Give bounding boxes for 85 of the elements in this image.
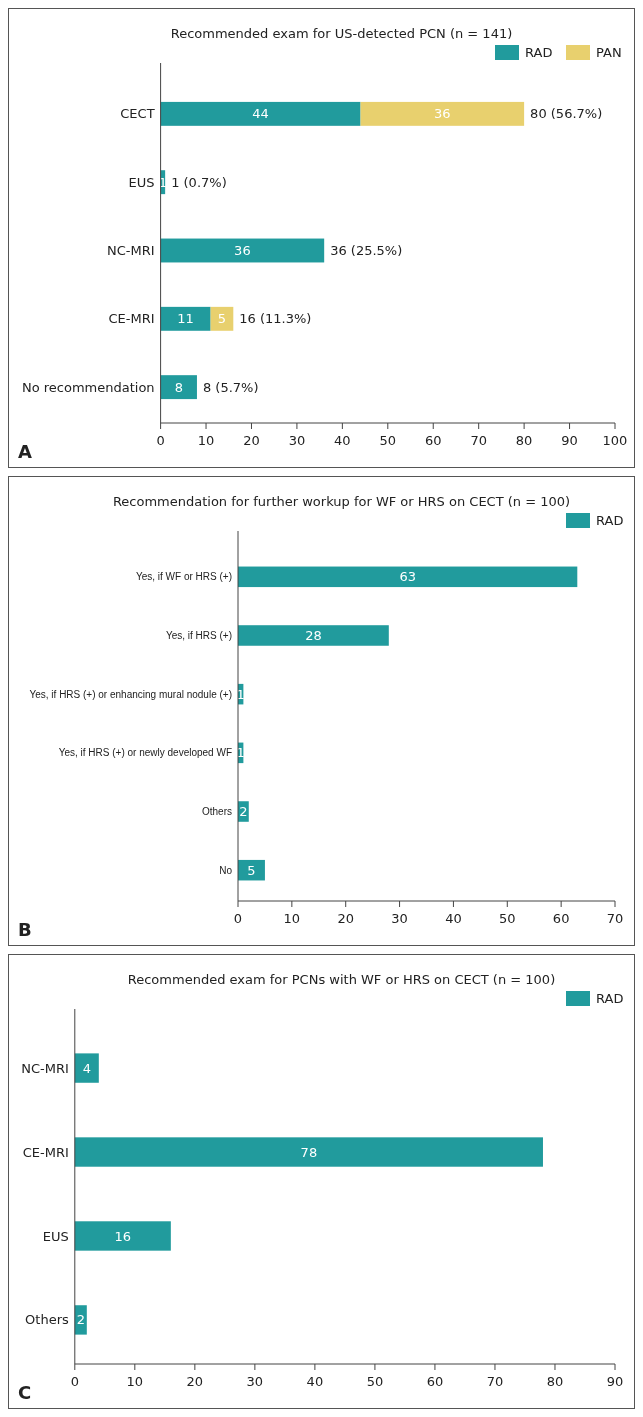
bar xyxy=(238,566,578,588)
x-tick-label: 20 xyxy=(243,433,260,448)
x-tick-label: 20 xyxy=(337,911,354,926)
chart-title: Recommendation for further workup for WF or HRS on CECT (n = 100) xyxy=(112,494,571,509)
y-tick-label: Yes, if HRS (+) or newly developed WF xyxy=(58,747,232,759)
x-tick-label: 20 xyxy=(186,1374,204,1389)
total-label: 1 (0.7%) xyxy=(171,174,227,190)
x-tick-label: 60 xyxy=(426,1374,444,1389)
x-tick-label: 50 xyxy=(379,433,397,448)
bar xyxy=(160,101,361,126)
data-label: 78 xyxy=(300,1144,318,1160)
total-label: 36 (25.5%) xyxy=(330,243,403,259)
x-tick-label: 70 xyxy=(486,1374,504,1389)
bar xyxy=(160,375,197,400)
y-tick-label: Yes, if HRS (+) xyxy=(165,629,232,641)
y-tick-label: EUS xyxy=(42,1228,69,1244)
data-label: 11 xyxy=(177,311,194,327)
x-tick-label: 30 xyxy=(246,1374,264,1389)
bar xyxy=(160,306,211,331)
x-tick-label: 80 xyxy=(515,433,533,448)
x-tick-label: 30 xyxy=(288,433,306,448)
bar xyxy=(74,1221,171,1251)
data-label: 36 xyxy=(434,106,451,122)
total-label: 8 (5.7%) xyxy=(202,379,259,395)
data-label: 8 xyxy=(174,379,183,395)
y-tick-label: No xyxy=(219,864,233,876)
y-tick-label: CE-MRI xyxy=(108,311,155,327)
legend-label: RAD xyxy=(596,512,624,528)
y-tick-label: Others xyxy=(25,1312,70,1328)
y-tick-label: NC-MRI xyxy=(21,1060,69,1076)
legend-label: RAD xyxy=(525,44,553,60)
y-tick-label: NC-MRI xyxy=(107,243,155,259)
y-tick-label: No recommendation xyxy=(21,379,155,395)
bar xyxy=(210,306,234,331)
y-tick-label: Yes, if WF or HRS (+) xyxy=(135,571,232,583)
data-label: 36 xyxy=(234,243,251,259)
total-label: 80 (56.7%) xyxy=(530,106,603,122)
x-tick-label: 10 xyxy=(197,433,215,448)
x-tick-label: 40 xyxy=(445,911,462,926)
data-label: 63 xyxy=(399,569,416,585)
x-tick-label: 70 xyxy=(470,433,487,448)
x-tick-label: 60 xyxy=(424,433,442,448)
x-tick-label: 40 xyxy=(306,1374,324,1389)
total-label: 16 (11.3%) xyxy=(239,311,312,327)
x-tick-label: 0 xyxy=(156,433,165,448)
x-tick-label: 50 xyxy=(366,1374,384,1389)
x-tick-label: 90 xyxy=(606,1374,624,1389)
y-tick-label: Others xyxy=(201,806,232,818)
bar xyxy=(238,625,389,646)
x-tick-label: 0 xyxy=(233,911,243,926)
bar xyxy=(74,1053,99,1083)
text: C xyxy=(18,1382,32,1403)
text: B xyxy=(18,919,32,940)
y-tick-label: EUS xyxy=(128,174,155,190)
y-tick-label: Yes, if HRS (+) or enhancing mural nodule (+) xyxy=(29,688,232,700)
x-tick-label: 10 xyxy=(283,911,301,926)
x-tick-label: 40 xyxy=(334,433,351,448)
bar xyxy=(360,101,525,126)
data-label: 44 xyxy=(252,106,269,122)
x-tick-label: 90 xyxy=(561,433,578,448)
x-tick-label: 0 xyxy=(70,1374,79,1389)
x-tick-label: 100 xyxy=(602,433,628,448)
data-label: 4 xyxy=(82,1060,91,1076)
bar xyxy=(74,1305,87,1335)
x-tick-label: 30 xyxy=(391,911,408,926)
legend-label: RAD xyxy=(596,990,624,1006)
y-tick-label: CECT xyxy=(120,106,155,122)
x-tick-label: 70 xyxy=(606,911,624,926)
data-label: 2 xyxy=(239,804,248,820)
data-label: 5 xyxy=(217,311,227,327)
legend-label: PAN xyxy=(596,44,622,60)
x-tick-label: 50 xyxy=(499,911,516,926)
x-tick-label: 60 xyxy=(552,911,570,926)
bar xyxy=(160,238,325,263)
y-tick-label: CE-MRI xyxy=(22,1144,69,1160)
chart-title: Recommended exam for US-detected PCN (n = 141) xyxy=(170,26,513,41)
data-label: 5 xyxy=(247,862,256,878)
data-label: 16 xyxy=(114,1228,132,1244)
x-tick-label: 80 xyxy=(546,1374,564,1389)
data-label: 28 xyxy=(305,628,322,644)
chart-title: Recommended exam for PCNs with WF or HRS on CECT (n = 100) xyxy=(127,972,556,987)
x-tick-label: 10 xyxy=(126,1374,144,1389)
bar xyxy=(74,1137,543,1167)
data-label: 2 xyxy=(76,1312,85,1328)
text: A xyxy=(18,441,32,462)
